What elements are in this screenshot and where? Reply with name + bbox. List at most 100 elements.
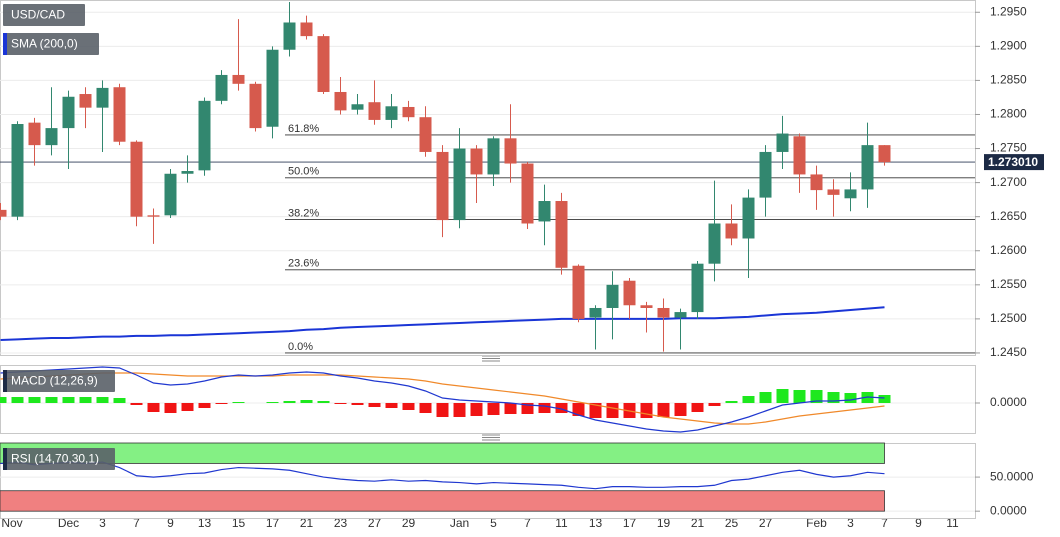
candle-body — [11, 124, 24, 217]
candle-body — [504, 138, 517, 164]
histogram-bar — [878, 395, 891, 403]
candle-body — [385, 106, 398, 120]
histogram-bar — [708, 403, 721, 406]
label-text: SMA (200,0) — [11, 37, 78, 51]
x-tick-label: 17 — [266, 516, 280, 530]
histogram-bar — [232, 402, 245, 403]
histogram-bar — [521, 403, 534, 414]
label-color — [3, 33, 7, 55]
candle-body — [181, 171, 194, 174]
candle-body — [436, 151, 449, 221]
histogram-bar — [810, 390, 823, 403]
histogram-bar — [317, 401, 330, 403]
candle-body — [487, 138, 500, 175]
x-tick-label: 23 — [334, 516, 348, 530]
histogram-bar — [827, 392, 840, 403]
histogram-bar — [640, 403, 653, 418]
candle-body — [249, 83, 262, 129]
x-tick-label: 17 — [623, 516, 637, 530]
histogram-bar — [11, 397, 24, 403]
x-tick-label: 19 — [657, 516, 671, 530]
candle-body — [827, 189, 840, 195]
label-box — [3, 4, 85, 26]
histogram-bar — [0, 397, 7, 403]
histogram-bar — [725, 401, 738, 403]
histogram-bar — [113, 398, 126, 403]
histogram-bar — [589, 403, 602, 418]
candle-body — [521, 163, 534, 224]
y-tick-label: 50.0000 — [990, 469, 1034, 483]
histogram-bar — [79, 397, 92, 403]
y-tick-label: 1.2950 — [990, 4, 1027, 18]
histogram-bar — [62, 397, 75, 403]
x-tick-label: 11 — [555, 516, 568, 530]
x-tick-label: 13 — [589, 516, 603, 530]
candle-body — [861, 145, 874, 190]
histogram-bar — [266, 402, 279, 403]
histogram-bar — [470, 403, 483, 416]
x-tick-label: 11 — [946, 516, 959, 530]
y-tick-label: 1.2600 — [990, 243, 1027, 257]
x-tick-label: 9 — [167, 516, 174, 530]
histogram-bar — [198, 403, 211, 408]
candle-body — [232, 74, 245, 84]
x-tick-label: Nov — [1, 516, 22, 530]
candle-body — [470, 148, 483, 175]
candle-body — [759, 151, 772, 198]
histogram-bar — [28, 397, 41, 403]
histogram-bar — [96, 397, 109, 403]
histogram-bar — [419, 403, 432, 413]
candle-body — [793, 136, 806, 175]
signal-line — [0, 372, 885, 425]
fib-label: 0.0% — [288, 341, 313, 353]
x-tick-label: 13 — [198, 516, 212, 530]
candle-body — [266, 49, 279, 127]
candle-body — [538, 201, 551, 222]
label-color — [3, 370, 7, 392]
label-box — [3, 448, 115, 470]
y-tick-label: 1.2450 — [990, 345, 1027, 359]
histogram-bar — [181, 403, 194, 411]
candle-body — [810, 174, 823, 191]
candle-body — [640, 305, 653, 308]
rsi-line — [0, 461, 885, 490]
oversold-band — [0, 490, 885, 512]
x-tick-label: 27 — [368, 516, 382, 530]
label-text: RSI (14,70,30,1) — [11, 452, 99, 466]
panel-border — [0, 0, 976, 356]
macd-line — [0, 366, 885, 433]
candle-body — [96, 87, 109, 108]
histogram-bar — [606, 403, 619, 418]
y-tick-label: 1.2500 — [990, 311, 1027, 325]
candle-body — [708, 223, 721, 264]
y-tick-label: 1.2900 — [990, 39, 1027, 53]
histogram-bar — [572, 403, 585, 416]
label-text: USD/CAD — [11, 8, 65, 22]
candle-body — [300, 22, 313, 37]
last-price-label: 1.273010 — [988, 155, 1038, 169]
candle-body — [844, 189, 857, 199]
histogram-bar — [130, 403, 143, 405]
x-tick-label: 7 — [881, 516, 888, 530]
histogram-bar — [436, 403, 449, 417]
histogram-bar — [759, 392, 772, 403]
label-text: MACD (12,26,9) — [11, 374, 98, 388]
last-price-box — [984, 154, 1044, 171]
candle-body — [572, 265, 585, 319]
sma-line — [0, 306, 885, 342]
fib-label: 38.2% — [288, 207, 319, 219]
x-tick-label: 3 — [99, 516, 106, 530]
histogram-bar — [334, 403, 347, 404]
candle-body — [555, 201, 568, 268]
x-tick-label: 15 — [232, 516, 246, 530]
candle-body — [45, 128, 58, 146]
histogram-bar — [164, 403, 177, 413]
x-tick-label: 7 — [133, 516, 140, 530]
histogram-bar — [742, 396, 755, 403]
candle-body — [283, 22, 296, 50]
candle-body — [317, 36, 330, 92]
resize-handle[interactable] — [482, 434, 500, 441]
candle-body — [79, 94, 92, 108]
candle-body — [334, 91, 347, 111]
candle-body — [0, 209, 7, 217]
